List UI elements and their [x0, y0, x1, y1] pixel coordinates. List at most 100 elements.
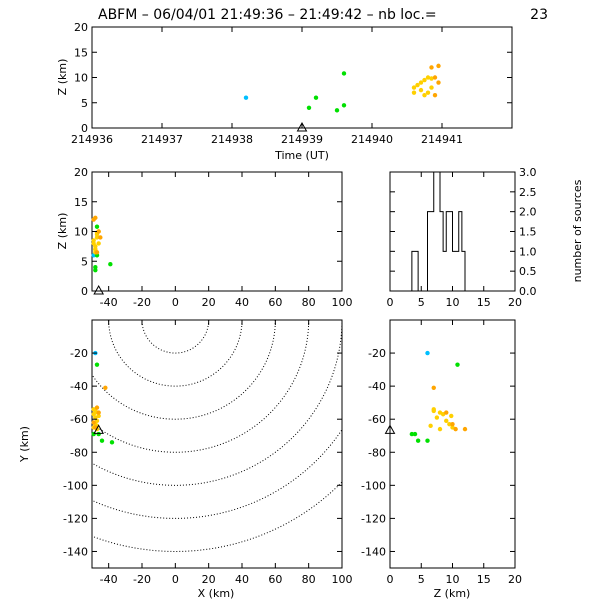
plan-view-y-tick-label: -120 — [63, 512, 88, 525]
time-height-x-tick-label: 214937 — [141, 133, 183, 146]
height-y-panel: Z (km) 0 5 10 15 20 -140 -120 -100 -80 -60 -40 -20 — [361, 319, 522, 600]
x-height-y-tick-label: 5 — [81, 255, 88, 268]
height-y-x-tick-label: 10 — [446, 573, 460, 586]
plan-view-x-tick-label: 0 — [172, 573, 179, 586]
x-height-source-point — [94, 250, 100, 255]
time-height-x-tick-label: 214938 — [211, 133, 253, 146]
time-height-source-point — [411, 90, 417, 95]
plan-view-source-point — [93, 408, 98, 414]
time-height-source-point — [436, 63, 441, 69]
time-height-source-point — [425, 90, 431, 95]
time-height-source-point — [418, 80, 424, 85]
time-height-source-point — [411, 85, 417, 90]
range-ring — [92, 428, 342, 519]
x-height-marks — [91, 215, 113, 295]
x-height-y-tick-label: 20 — [74, 166, 88, 179]
plan-view-source-point — [96, 410, 101, 415]
plan-view-station-marker — [93, 424, 105, 434]
plan-view-marks — [91, 350, 115, 445]
x-height-panel: Z (km) -40 -20 0 20 40 60 80 100 0 5 10 15 20 — [56, 166, 353, 309]
x-height-x-tick-label: -20 — [133, 296, 151, 309]
histogram-x-tick-label: 5 — [418, 296, 425, 309]
height-y-source-point — [409, 431, 415, 437]
histogram-y-tick-label: 0.5 — [519, 265, 537, 278]
histogram-y-tick-label: 1.5 — [519, 226, 537, 239]
time-axis-label: Time (UT) — [274, 149, 329, 162]
time-height-source-point — [415, 82, 420, 88]
plan-view-source-point — [91, 420, 96, 425]
plan-view-source-point — [99, 438, 105, 443]
time-height-x-tick-label: 214936 — [71, 133, 113, 146]
x-height-x-tick-label: 80 — [302, 296, 316, 309]
plan-view-source-point — [94, 418, 100, 424]
time-panel-z-label: Z (km) — [56, 59, 69, 96]
plan-view-y-tick-label: -60 — [70, 413, 88, 426]
plan-view-panel: X (km) Y (km) -40 -20 0 20 40 60 80 100 -140 -120… — [18, 319, 353, 600]
histogram-panel: number of sources 0 5 10 15 200.0 0.5 1.0 1.5 2.… — [387, 166, 585, 309]
plan-view-y-tick-label: -100 — [63, 479, 88, 492]
plan-view-x-tick-label: -40 — [100, 573, 118, 586]
plan-view-frame — [91, 319, 343, 569]
time-height-x-tick-label: 214940 — [351, 133, 393, 146]
x-height-source-point — [98, 235, 103, 240]
plan-view-source-point — [94, 405, 100, 410]
x-height-z-label: Z (km) — [56, 213, 69, 250]
x-height-x-tick-label: 60 — [268, 296, 282, 309]
plan-view-y-tick-label: -80 — [70, 446, 88, 459]
height-y-source-point — [415, 438, 421, 443]
plan-view-source-point — [91, 412, 96, 417]
time-height-y-tick-label: 0 — [81, 122, 88, 135]
time-height-y-tick-label: 20 — [74, 21, 88, 34]
x-height-y-tick-label: 0 — [81, 285, 88, 298]
plan-view-source-point — [93, 415, 98, 420]
x-height-x-tick-label: 100 — [332, 296, 353, 309]
time-height-source-point — [341, 71, 347, 76]
plan-view-source-point — [109, 440, 115, 445]
height-y-y-tick-label: -40 — [368, 380, 386, 393]
source-count: 23 — [530, 7, 548, 23]
time-height-source-point — [432, 75, 438, 80]
histogram-x-tick-label: 15 — [477, 296, 491, 309]
title-text: ABFM – 06/04/01 21:49:36 – 21:49:42 – nb… — [98, 7, 437, 23]
time-height-source-point — [306, 105, 312, 111]
height-y-frame — [389, 319, 516, 569]
height-y-source-point — [425, 438, 430, 443]
histogram-y-label: number of sources — [571, 179, 584, 282]
time-height-x-tick-label: 214939 — [281, 133, 323, 146]
plan-view-x-tick-label: 60 — [268, 573, 282, 586]
x-height-source-point — [93, 215, 98, 221]
x-height-source-point — [108, 262, 113, 267]
plan-x-axis-label: X (km) — [198, 587, 235, 600]
histogram-bar — [453, 251, 456, 291]
histogram-y-tick-label: 2.0 — [519, 206, 537, 219]
plan-view-y-tick-label: -40 — [70, 380, 88, 393]
histogram-y-tick-label: 0.0 — [519, 285, 537, 298]
height-y-x-tick-label: 15 — [477, 573, 491, 586]
plan-view-x-tick-label: 20 — [202, 573, 216, 586]
height-y-y-tick-label: -80 — [368, 446, 386, 459]
plan-view-x-tick-label: -20 — [133, 573, 151, 586]
histogram-step-line — [390, 171, 515, 292]
plan-view-y-tick-label: -140 — [63, 545, 88, 558]
histogram-bar — [431, 212, 434, 291]
histogram-x-tick-label: 0 — [387, 296, 394, 309]
histogram-marks — [390, 171, 515, 292]
height-y-source-point — [453, 426, 458, 432]
x-height-source-point — [91, 238, 96, 243]
x-height-x-tick-label: -40 — [100, 296, 118, 309]
time-height-source-point — [429, 76, 434, 81]
histogram-y-tick-label: 2.5 — [519, 186, 537, 199]
height-y-y-tick-label: -140 — [361, 545, 386, 558]
height-y-source-point — [449, 413, 454, 419]
x-height-source-point — [93, 267, 98, 273]
x-height-frame — [91, 171, 343, 292]
height-y-source-point — [437, 426, 443, 432]
height-y-x-tick-label: 5 — [418, 573, 425, 586]
height-y-y-tick-label: -100 — [361, 479, 386, 492]
time-height-y-tick-label: 10 — [74, 72, 88, 85]
height-y-y-tick-label: -120 — [361, 512, 386, 525]
height-y-station-marker — [384, 424, 396, 434]
height-y-source-point — [428, 423, 433, 429]
height-y-y-tick-label: -60 — [368, 413, 386, 426]
height-y-x-tick-label: 0 — [387, 573, 394, 586]
